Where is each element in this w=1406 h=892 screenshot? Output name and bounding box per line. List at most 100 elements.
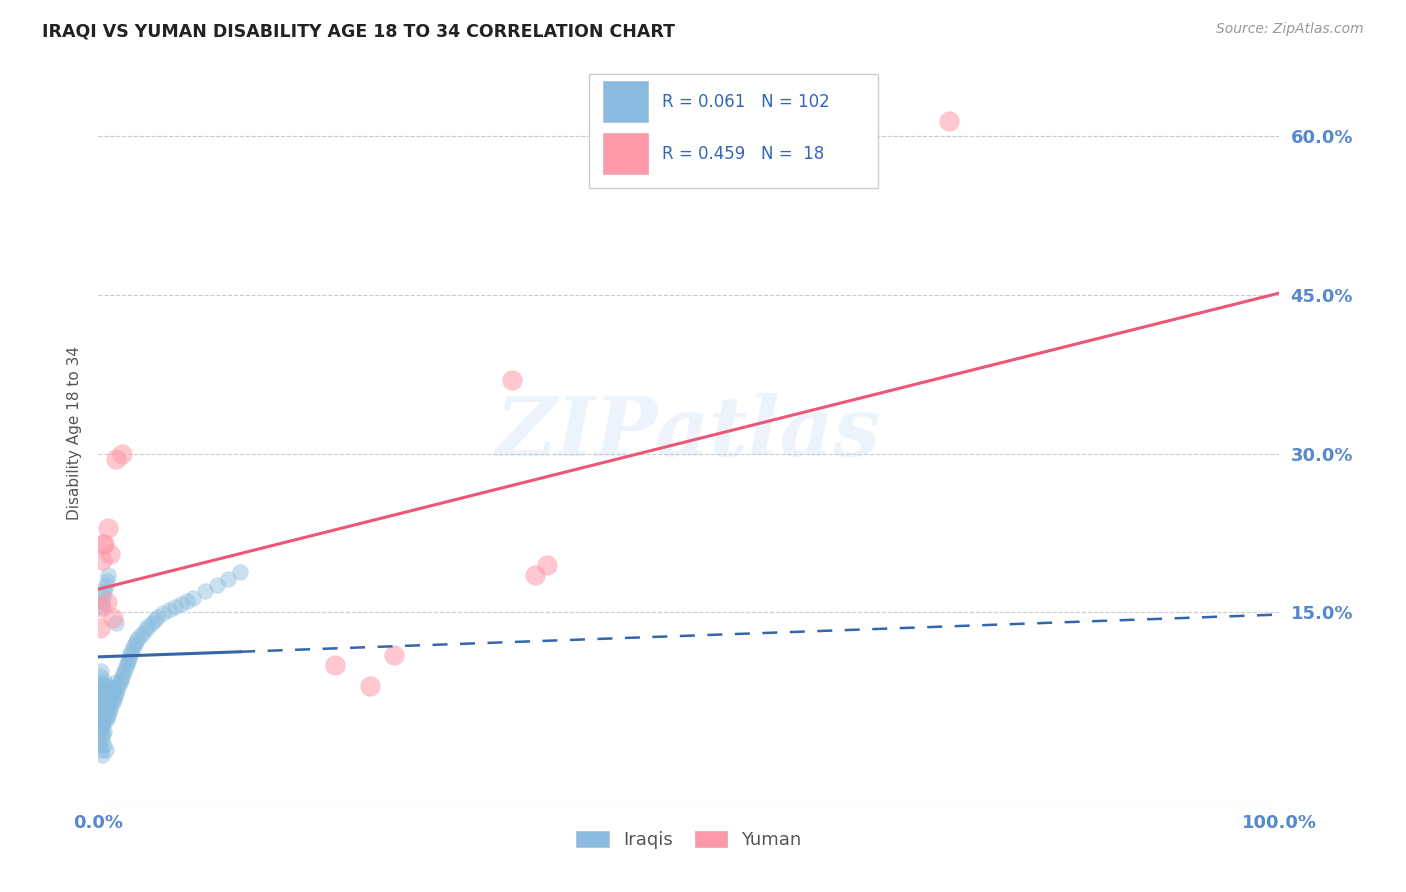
Point xyxy=(94,579,117,593)
Point xyxy=(125,635,148,649)
Point xyxy=(101,685,124,699)
Point xyxy=(91,677,114,691)
Point xyxy=(112,664,135,678)
Point xyxy=(90,743,112,757)
Point xyxy=(120,648,142,662)
Point xyxy=(127,632,149,646)
Text: ZIPatlas: ZIPatlas xyxy=(496,392,882,473)
Point xyxy=(110,673,132,687)
Point xyxy=(117,654,139,668)
Point xyxy=(132,625,155,640)
Point xyxy=(91,720,114,734)
Point xyxy=(128,629,150,643)
Point xyxy=(93,695,115,709)
Point xyxy=(938,113,960,128)
Point xyxy=(104,689,127,703)
Point xyxy=(89,621,111,635)
Point xyxy=(165,600,187,615)
Point xyxy=(98,694,121,708)
Point xyxy=(103,681,125,696)
Point xyxy=(91,748,114,763)
Point xyxy=(382,648,405,662)
Point xyxy=(91,703,114,717)
Point xyxy=(96,574,118,588)
Point xyxy=(90,600,112,615)
Point xyxy=(97,687,120,701)
Point xyxy=(103,692,125,706)
Point xyxy=(176,594,198,608)
Point xyxy=(105,615,128,630)
Point xyxy=(98,547,121,561)
Point xyxy=(359,680,381,694)
Point xyxy=(94,714,117,728)
FancyBboxPatch shape xyxy=(589,73,877,188)
Point xyxy=(96,595,118,609)
Point xyxy=(90,664,112,678)
Point xyxy=(91,698,114,713)
Point xyxy=(93,723,115,738)
Point xyxy=(97,708,120,723)
Point xyxy=(91,709,114,723)
Point xyxy=(105,675,128,690)
Point xyxy=(93,537,115,551)
Point xyxy=(135,623,157,637)
FancyBboxPatch shape xyxy=(603,133,648,174)
Point xyxy=(100,698,122,713)
Point xyxy=(91,732,114,747)
Point xyxy=(98,681,121,695)
Point xyxy=(112,666,135,681)
Point xyxy=(89,700,111,714)
Y-axis label: Disability Age 18 to 34: Disability Age 18 to 34 xyxy=(66,345,82,520)
Point xyxy=(101,695,124,709)
FancyBboxPatch shape xyxy=(603,81,648,122)
Point xyxy=(115,657,138,672)
Point xyxy=(91,595,114,609)
Point xyxy=(89,690,111,704)
Text: R = 0.459   N =  18: R = 0.459 N = 18 xyxy=(662,145,824,162)
Point xyxy=(93,738,115,752)
Point xyxy=(152,607,174,621)
Point xyxy=(90,727,112,741)
Point xyxy=(94,703,117,717)
Point xyxy=(118,651,141,665)
Point xyxy=(146,609,169,624)
Point xyxy=(94,681,117,696)
Point xyxy=(97,698,120,712)
Point xyxy=(91,681,114,696)
Point xyxy=(96,711,118,725)
Point xyxy=(100,688,122,702)
Point xyxy=(229,566,252,580)
Point xyxy=(121,644,143,658)
Point xyxy=(194,584,217,599)
Point xyxy=(93,706,115,720)
Point xyxy=(91,590,114,604)
Point xyxy=(143,613,166,627)
Text: R = 0.061   N = 102: R = 0.061 N = 102 xyxy=(662,93,830,111)
Point xyxy=(91,688,114,702)
Point xyxy=(98,701,121,715)
Point xyxy=(93,685,115,699)
Point xyxy=(91,714,114,728)
Point xyxy=(114,660,136,674)
Point xyxy=(105,452,128,467)
Point xyxy=(98,705,121,719)
Point xyxy=(90,706,112,720)
Point xyxy=(105,686,128,700)
Point xyxy=(94,743,117,757)
Point xyxy=(121,641,143,656)
Point xyxy=(96,690,118,704)
Text: Source: ZipAtlas.com: Source: ZipAtlas.com xyxy=(1216,22,1364,37)
Point xyxy=(91,727,114,741)
Point xyxy=(157,603,180,617)
Point xyxy=(105,682,128,697)
Point xyxy=(96,700,118,714)
Point xyxy=(93,674,115,689)
Point xyxy=(96,680,118,694)
Point xyxy=(90,716,112,731)
Point xyxy=(98,683,121,698)
Point xyxy=(136,619,159,633)
Point xyxy=(90,685,112,699)
Point xyxy=(501,373,523,387)
Point xyxy=(97,568,120,582)
Point xyxy=(524,568,547,582)
